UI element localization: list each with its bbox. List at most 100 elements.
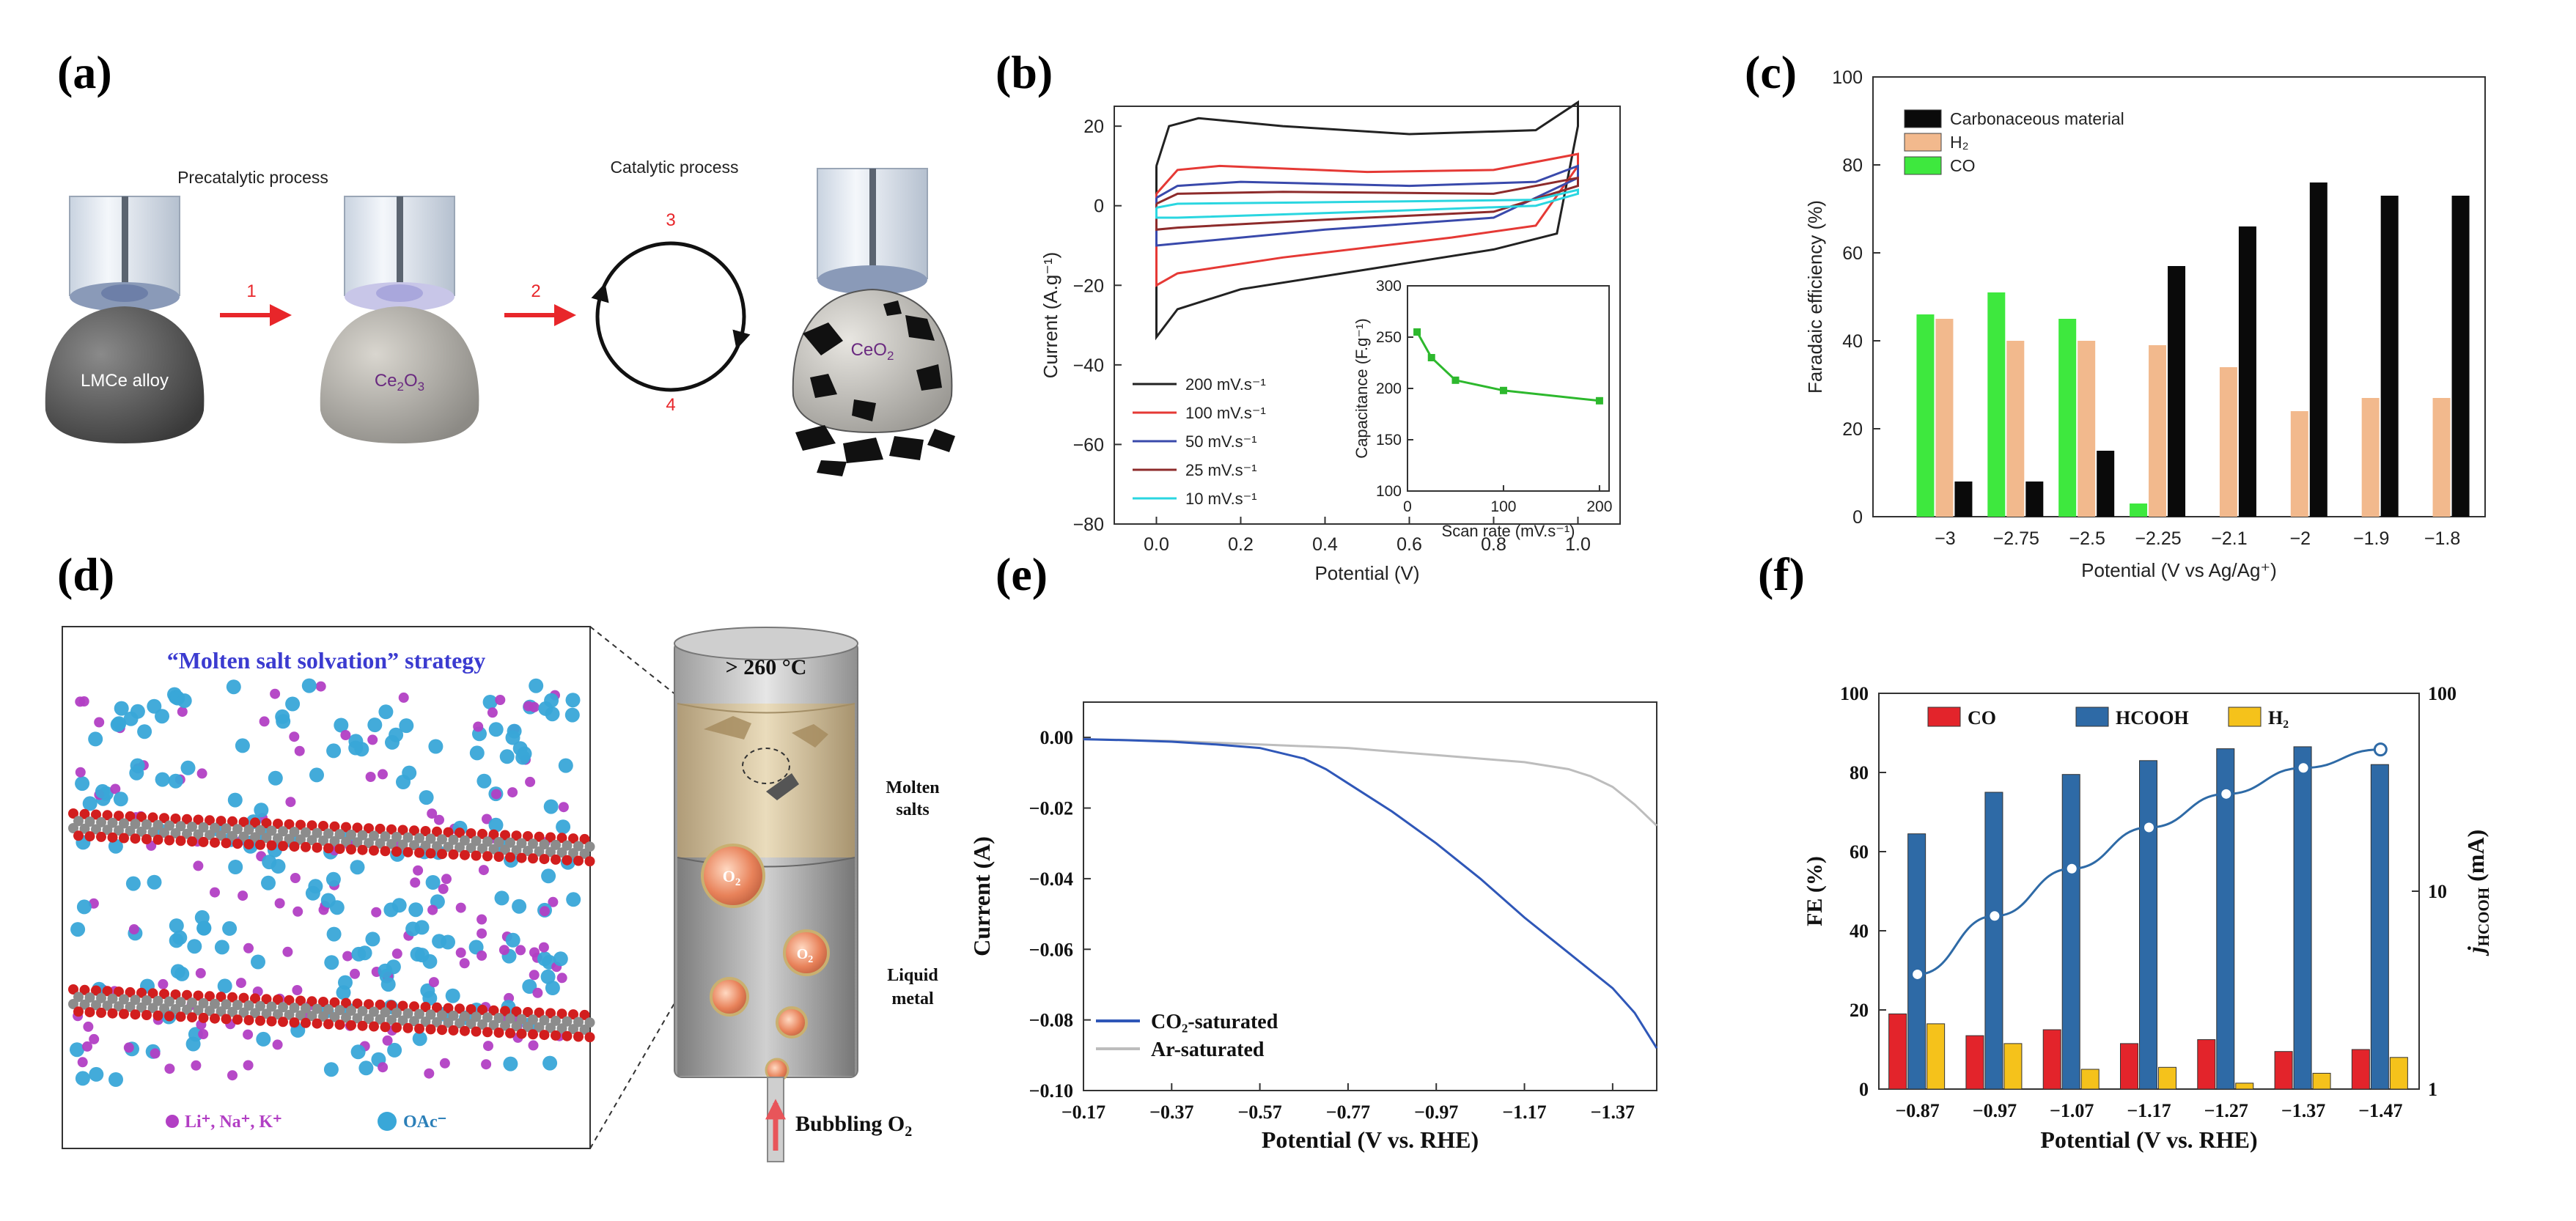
ce2o3-droplet: Ce2O3 [320, 196, 479, 443]
ytick-label-c-4: 80 [1842, 155, 1863, 176]
sheet-atom [511, 830, 522, 841]
sheet-atom [437, 834, 447, 845]
sheet-atom [511, 1021, 522, 1032]
sheet-atom [414, 847, 424, 858]
sheet-atom [397, 1000, 408, 1011]
sheet-atom [556, 1023, 567, 1034]
sheet-atom [187, 1012, 197, 1023]
catalytic-label: Catalytic process [610, 158, 738, 177]
oac-ion [365, 932, 380, 947]
sheet-atom [500, 830, 510, 841]
oac-ion [408, 902, 424, 918]
sheet-atom [386, 838, 397, 849]
oac-ion [89, 1066, 104, 1082]
oac-ion [505, 730, 520, 745]
sheet-atom [579, 1024, 590, 1035]
metal-ion [210, 887, 220, 898]
sheet-atom [210, 998, 220, 1009]
sheet-atom [295, 819, 306, 830]
sheet-atom [584, 1032, 595, 1043]
sheet-atom [312, 842, 323, 853]
xtick-label-b-2: 0.4 [1312, 534, 1338, 555]
sheet-atom [306, 820, 317, 831]
sheet-atom [91, 1000, 101, 1011]
sheet-atom [341, 1012, 351, 1023]
sheet-atom [175, 835, 186, 846]
sheet-atom [391, 1022, 402, 1033]
sheet-atom [505, 1013, 515, 1024]
sheet-atom [238, 816, 249, 827]
sheet-atom [175, 821, 186, 832]
metal-ion [525, 776, 536, 787]
sheet-atom [84, 992, 95, 1003]
sheet-atom [500, 1006, 510, 1017]
jhcooh-point-5 [2296, 761, 2311, 775]
sheet-atom [193, 814, 204, 825]
oac-ion [275, 709, 290, 724]
oac-ion [114, 701, 129, 716]
ytick-label-e-4: −0.02 [1029, 798, 1073, 819]
sheet-atom [334, 1005, 345, 1016]
inset-ytick-label-1: 150 [1376, 432, 1402, 449]
metal-ion [292, 906, 303, 917]
oac-ion [217, 978, 232, 994]
oac-ion [130, 704, 145, 719]
sheet-atom [341, 997, 351, 1008]
lmce-alloy-label: LMCe alloy [81, 371, 169, 391]
sheet-atom [216, 992, 227, 1003]
sheet-atom [534, 1022, 545, 1033]
sheet-atom [250, 993, 260, 1004]
metal-ion [270, 688, 281, 699]
oac-ion [82, 796, 97, 811]
sheet-atom [221, 838, 232, 849]
oac-ion [445, 988, 460, 1003]
sheet-atom [556, 1008, 567, 1019]
sheet-atom [68, 999, 78, 1009]
xlabel-e: Potential (V vs. RHE) [1262, 1126, 1479, 1153]
sheet-atom [130, 995, 141, 1006]
metal-ion [289, 731, 300, 742]
sheet-atom [114, 1001, 124, 1012]
oac-ion [537, 951, 552, 967]
sheet-atom [141, 1010, 152, 1020]
oac-ion [196, 921, 212, 936]
metal-ion [428, 977, 439, 988]
inset-point-0 [1413, 328, 1421, 336]
oac-ion [169, 918, 184, 934]
sheet-atom [568, 1024, 578, 1035]
legend-label-c-2: CO [1950, 156, 1976, 175]
metal-ion [515, 945, 526, 956]
inset-ytick-label-3: 250 [1376, 329, 1402, 346]
sheet-atom [493, 1028, 504, 1038]
metal-ion [410, 877, 421, 888]
metal-ion [282, 946, 293, 957]
metal-ion [438, 883, 449, 894]
legend-swatch-c-1 [1904, 133, 1942, 152]
sheet-atom [455, 842, 465, 853]
ytick-label-b-0: −80 [1073, 514, 1104, 535]
sheet-atom [380, 1022, 391, 1033]
xtick-label-f-6: −1.47 [2358, 1100, 2402, 1121]
series-b-0 [1155, 100, 1579, 341]
legend-ions-label: Li⁺, Na⁺, K⁺ [185, 1113, 282, 1132]
sheet-atom [227, 1006, 238, 1017]
sheet-atom [261, 1008, 272, 1019]
metal-ion [548, 896, 559, 907]
sheet-atom [125, 986, 136, 997]
sheet-atom [125, 811, 136, 822]
sheet-atom [551, 854, 561, 865]
oac-ion [494, 890, 509, 906]
sheet-atom [273, 819, 283, 829]
inset-point-4 [1595, 396, 1603, 405]
sheet-atom [255, 1000, 265, 1011]
sheet-atom [289, 841, 300, 852]
xlabel-b: Potential (V) [1314, 562, 1419, 584]
sheet-atom [73, 816, 84, 827]
sheet-atom [386, 1014, 397, 1025]
oac-ion [357, 945, 372, 961]
bar-c-h2-4 [2219, 367, 2237, 517]
ytick-label-f-4: 80 [1850, 762, 1869, 783]
sheet-atom [227, 830, 238, 841]
oac-ion [529, 678, 544, 693]
xtick-label-c-6: −1.9 [2353, 528, 2389, 549]
